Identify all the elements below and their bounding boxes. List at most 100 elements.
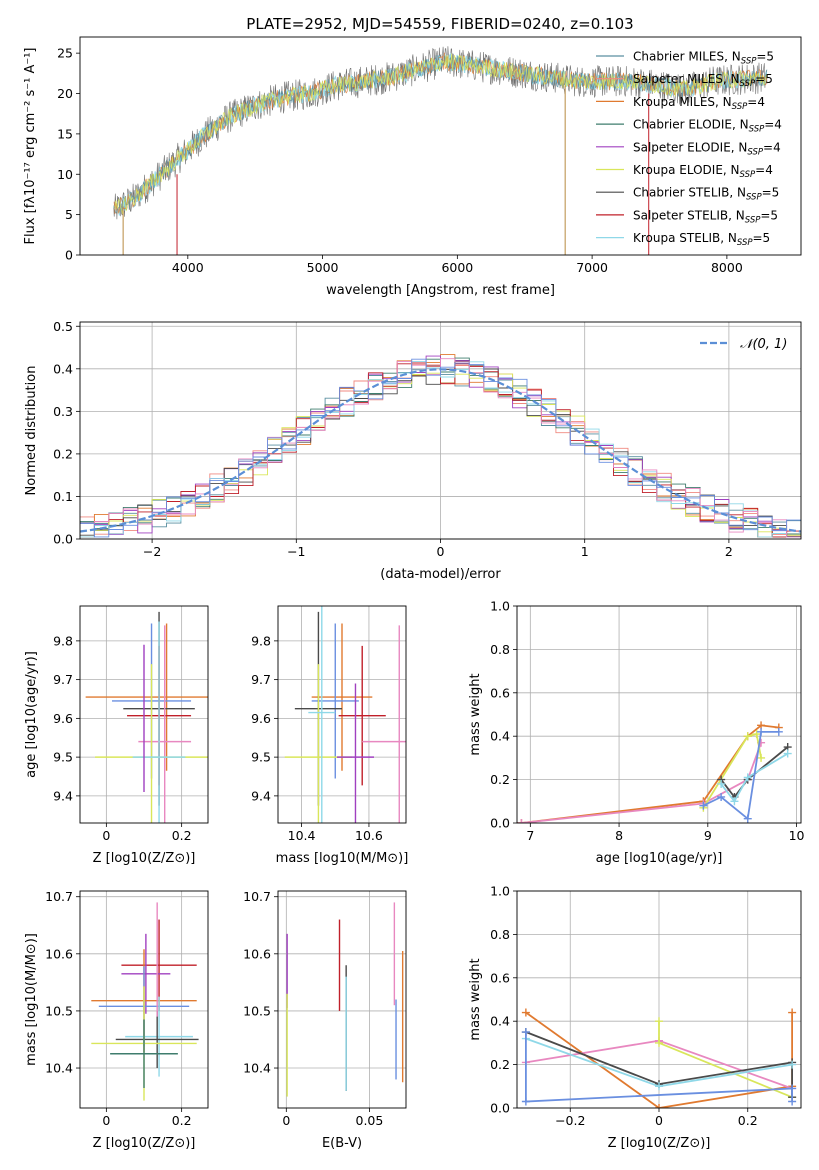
x-axis-label: age [log10(age/yr)]	[596, 851, 723, 866]
weight-point-marker	[757, 727, 766, 736]
spectrum-model-line	[114, 53, 768, 215]
y-tick-label: 0.4	[53, 361, 73, 376]
x-tick-label: 0	[102, 828, 110, 843]
legend-label: 𝒩(0, 1)	[740, 337, 787, 352]
plot-area-mass-EBV	[286, 902, 404, 1097]
legend-text-part: SSP	[745, 215, 761, 225]
x-tick-label: 0	[282, 1113, 290, 1128]
weight-point-marker	[655, 1082, 663, 1091]
y-tick-label: 0.5	[53, 319, 73, 334]
x-tick-label: 8	[615, 828, 623, 843]
weight-point-marker	[655, 1038, 663, 1047]
x-tick-label: 10.4	[288, 828, 316, 843]
legend-text-part: Chabrier ELODIE, N	[633, 118, 749, 132]
weight-point-marker	[717, 792, 726, 801]
weight-point-marker	[699, 801, 708, 810]
x-tick-label: 8000	[711, 260, 743, 275]
weight-point-marker	[788, 1060, 797, 1069]
y-tick-label: 0.2	[490, 1057, 510, 1072]
plot-area-age-Z	[85, 611, 208, 823]
residual-histogram	[80, 355, 801, 538]
y-tick-label: 0.1	[53, 489, 73, 504]
weight-point-marker	[757, 753, 766, 762]
panel-mass-Z: 0 0.2 10.4 10.5 10.6 10.7 Z [log10(Z/Z⊙)] mass …	[24, 889, 209, 1151]
legend-label: Kroupa ELODIE, NSSP=4	[633, 163, 773, 180]
panel-residuals: −2 −1 0 1 2 0.0 0.1 0.2 0.3 0.4 0.5 (data-model)/er…	[24, 319, 802, 582]
y-tick-label: 25	[57, 46, 73, 61]
legend-text-part: SSP	[737, 238, 753, 248]
legend-label: Salpeter STELIB, NSSP=5	[633, 208, 778, 225]
y-tick-label: 9.7	[53, 672, 73, 687]
legend-text-part: SSP	[740, 79, 756, 89]
x-tick-label: 0.2	[738, 1113, 758, 1128]
weight-series-line	[720, 752, 789, 803]
x-tick-label: 2	[725, 544, 733, 559]
panel-spectrum: 4000 5000 6000 7000 8000 0 5 10 15 20 25 wavelength…	[23, 36, 802, 298]
legend-text-part: Salpeter ELODIE, N	[633, 140, 747, 154]
legend-text-part: =4	[747, 95, 765, 109]
legend-text-part: Salpeter MILES, N	[633, 72, 740, 86]
x-tick-label: 10.6	[355, 828, 383, 843]
legend-label: Chabrier MILES, NSSP=5	[633, 50, 774, 67]
y-axis-label: Normed distribution	[24, 366, 39, 496]
plot-area-residuals	[80, 354, 801, 538]
axes-frame	[79, 605, 209, 824]
axes-frame	[79, 321, 802, 540]
y-axis-label: mass weight	[468, 673, 483, 755]
weight-point-marker	[752, 730, 761, 739]
x-tick-label: 0	[437, 544, 445, 559]
plot-area-age-mass	[284, 606, 406, 823]
x-tick-label: 0	[655, 1113, 663, 1128]
axes-frame	[516, 605, 802, 824]
y-tick-label: 0	[65, 248, 73, 263]
x-axis-label: E(B-V)	[322, 1136, 362, 1151]
weight-point-marker	[655, 1017, 663, 1026]
weight-point-marker	[774, 727, 783, 736]
y-tick-label: 0.0	[53, 532, 73, 547]
legend-text-part: SSP	[732, 102, 748, 112]
x-tick-label: 0.05	[356, 1113, 384, 1128]
weight-series-line	[525, 1032, 793, 1103]
y-tick-label: 20	[57, 86, 73, 101]
y-tick-label: 10.5	[45, 1003, 73, 1018]
x-tick-label: 4000	[172, 260, 204, 275]
y-tick-label: 10.7	[243, 889, 271, 904]
x-axis-label: (data-model)/error	[380, 567, 501, 582]
x-tick-label: −2	[143, 544, 161, 559]
weight-point-marker	[517, 819, 526, 823]
figure-title: PLATE=2952, MJD=54559, FIBERID=0240, z=0…	[246, 15, 633, 33]
y-tick-label: 10.4	[45, 1061, 73, 1076]
residual-histogram	[80, 358, 801, 538]
spectrum-model-line	[113, 52, 768, 214]
weight-point-marker	[788, 1008, 797, 1017]
weight-point-marker	[717, 779, 726, 788]
y-tick-label: 1.0	[490, 884, 510, 899]
y-tick-label: 15	[57, 126, 73, 141]
x-tick-label: 0.2	[172, 1113, 192, 1128]
panel-age-Z: 0 0.2 9.4 9.5 9.6 9.7 9.8 Z [log10(Z/Z⊙)] age [l…	[24, 605, 209, 866]
legend-label: Kroupa STELIB, NSSP=5	[633, 231, 770, 248]
y-axis-label: mass weight	[468, 958, 483, 1040]
panel-age-mass: 10.4 10.6 9.4 9.5 9.6 9.7 9.8 mass [log10(M/M⊙)…	[251, 605, 409, 866]
y-axis-label: mass [log10(M/M⊙)]	[24, 933, 39, 1066]
legend-text-part: =5	[760, 208, 778, 222]
weight-point-marker	[743, 773, 752, 782]
x-axis-label: mass [log10(M/M⊙)]	[276, 851, 409, 866]
axes-frame	[516, 890, 802, 1109]
legend-label: Chabrier ELODIE, NSSP=4	[633, 118, 782, 135]
weight-series-line	[525, 1031, 793, 1098]
legend-text-part: SSP	[740, 170, 756, 180]
y-tick-label: 0.6	[490, 970, 510, 985]
y-tick-label: 9.6	[53, 711, 73, 726]
y-tick-label: 0.2	[490, 772, 510, 787]
y-axis-label: Flux [fλ10⁻¹⁷ erg cm⁻² s⁻¹ A⁻¹]	[23, 48, 38, 245]
y-tick-label: 9.4	[53, 788, 73, 803]
y-tick-label: 10.7	[45, 889, 73, 904]
y-tick-label: 0.0	[490, 1101, 510, 1116]
legend-text-part: =5	[762, 186, 780, 200]
weight-series-line	[521, 742, 762, 823]
weight-point-marker	[788, 1084, 797, 1093]
y-tick-label: 10.5	[243, 1003, 271, 1018]
